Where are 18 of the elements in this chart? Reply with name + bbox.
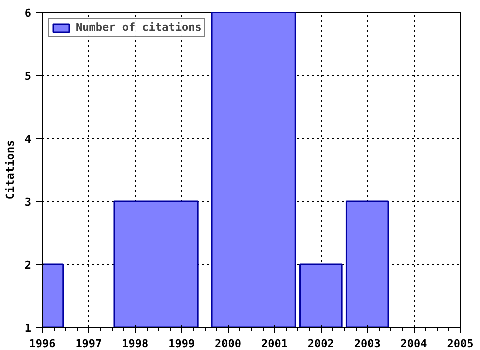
y-tick-label: 5 bbox=[24, 70, 32, 83]
x-tick-label: 2003 bbox=[354, 338, 381, 350]
x-tick-label: 1999 bbox=[168, 338, 196, 350]
x-tick-label: 1997 bbox=[76, 338, 102, 350]
y-tick-label: 2 bbox=[24, 259, 32, 272]
y-axis-title: Citations bbox=[4, 140, 17, 200]
x-tick-label: 2002 bbox=[308, 338, 334, 350]
x-tick-label: 2005 bbox=[447, 338, 474, 350]
x-tick-label: 2001 bbox=[261, 338, 288, 350]
legend-label: Number of citations bbox=[76, 21, 202, 34]
x-tick-label: 1996 bbox=[29, 338, 56, 350]
y-tick-label: 3 bbox=[24, 196, 32, 209]
x-tick-label: 2004 bbox=[400, 338, 428, 350]
y-tick-label: 6 bbox=[24, 7, 32, 20]
y-tick-label: 4 bbox=[24, 133, 32, 146]
x-tick-label: 2000 bbox=[215, 338, 242, 350]
y-tick-label: 1 bbox=[24, 322, 32, 335]
x-tick-label: 1998 bbox=[122, 338, 149, 350]
